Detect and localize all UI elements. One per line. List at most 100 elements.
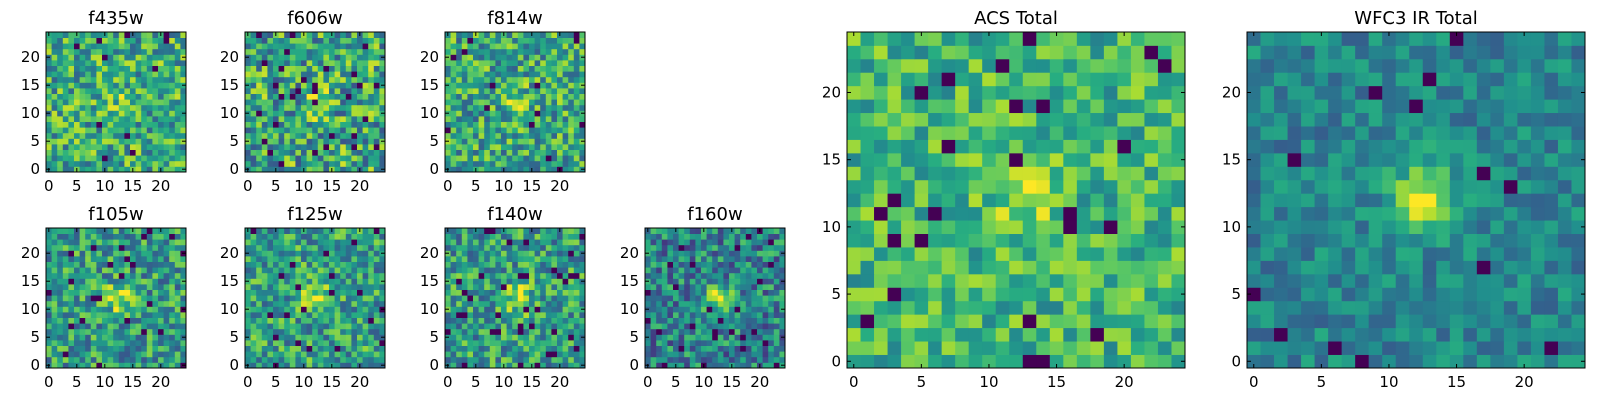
heatmap-cell (295, 278, 302, 285)
heatmap-cell (928, 166, 943, 181)
heatmap-cell (267, 82, 274, 89)
heatmap-cell (340, 306, 347, 313)
heatmap-cell (295, 132, 302, 139)
heatmap-cell (334, 306, 341, 313)
heatmap-cell (113, 93, 120, 100)
heatmap-cell (163, 334, 170, 341)
heatmap-cell (1049, 300, 1064, 315)
heatmap-cell (734, 295, 741, 302)
heatmap-cell (901, 152, 915, 167)
heatmap-cell (684, 228, 691, 234)
heatmap-cell (295, 256, 302, 262)
heatmap-cell (473, 356, 479, 363)
heatmap-cell (450, 328, 457, 335)
heatmap-cell (650, 345, 657, 352)
heatmap-cell (118, 127, 125, 134)
heatmap-cell (645, 233, 651, 240)
panel-title: f435w (88, 8, 143, 29)
heatmap-cell (1063, 273, 1078, 288)
heatmap-cell (130, 132, 136, 139)
heatmap-cell (90, 121, 97, 128)
heatmap-cell (340, 127, 347, 134)
heatmap-cell (107, 93, 114, 100)
heatmap-cell (289, 43, 296, 50)
heatmap-cell (701, 250, 707, 257)
heatmap-cell (180, 289, 187, 296)
heatmap-cell (478, 127, 485, 134)
heatmap-cell (267, 256, 274, 262)
heatmap-cell (1049, 354, 1064, 369)
heatmap-cell (445, 76, 451, 83)
heatmap-cell (334, 71, 341, 78)
heatmap-cell (334, 121, 341, 128)
heatmap-cell (573, 239, 580, 246)
heatmap-cell (102, 351, 108, 358)
heatmap-cell (334, 99, 341, 106)
heatmap-cell (1130, 166, 1145, 181)
heatmap-cell (289, 166, 296, 173)
heatmap-cell (51, 160, 58, 167)
heatmap-cell (306, 228, 313, 234)
heatmap-cell (860, 206, 875, 221)
heatmap-cell (158, 284, 164, 290)
heatmap-cell (256, 261, 263, 268)
heatmap-cell (712, 356, 719, 363)
heatmap-cell (473, 323, 479, 330)
heatmap-cell (340, 43, 347, 50)
heatmap-cell (329, 328, 335, 335)
heatmap-cell (779, 340, 786, 346)
heatmap-cell (261, 244, 268, 251)
heatmap-cell (362, 300, 369, 307)
heatmap-cell (506, 144, 513, 150)
heatmap-cell (955, 193, 970, 208)
heatmap-cell (345, 228, 352, 234)
heatmap-cell (723, 328, 730, 335)
heatmap-cell (51, 362, 58, 369)
heatmap-cell (650, 356, 657, 363)
y-tick-label: 10 (220, 104, 239, 122)
heatmap-cell (334, 32, 341, 38)
heatmap-cell (684, 306, 691, 313)
heatmap-cell (562, 284, 569, 290)
heatmap-cell (874, 166, 888, 181)
heatmap-cell (557, 116, 563, 122)
heatmap-cell (135, 244, 142, 251)
heatmap-cell (256, 256, 263, 262)
heatmap-cell (362, 345, 369, 352)
heatmap-cell (46, 144, 52, 150)
heatmap-cell (102, 60, 108, 66)
heatmap-cell (79, 99, 86, 106)
heatmap-cell (301, 267, 307, 274)
heatmap-cell (68, 284, 75, 290)
heatmap-cell (267, 278, 274, 285)
heatmap-cell (85, 160, 92, 167)
heatmap-cell (250, 155, 257, 162)
x-tick-label: 20 (550, 177, 569, 195)
heatmap-cell (284, 250, 291, 257)
heatmap-cell (456, 261, 463, 268)
heatmap-cell (478, 256, 485, 262)
heatmap-cell (130, 144, 136, 150)
heatmap-cell (551, 340, 558, 346)
heatmap-cell (373, 65, 380, 72)
heatmap-cell (523, 250, 530, 257)
heatmap-cell (373, 160, 380, 167)
heatmap-cell (118, 306, 125, 313)
heatmap-cell (484, 312, 491, 318)
heatmap-cell (174, 155, 181, 162)
heatmap-cell (484, 54, 491, 61)
heatmap-cell (57, 233, 64, 240)
heatmap-cell (373, 356, 380, 363)
heatmap-cell (107, 144, 114, 150)
heatmap-cell (650, 256, 657, 262)
heatmap-cell (323, 32, 330, 38)
heatmap-cell (1157, 233, 1172, 248)
heatmap-cell (62, 351, 69, 358)
heatmap-cell (573, 60, 580, 66)
heatmap-cell (461, 351, 468, 358)
heatmap-cell (450, 32, 457, 38)
heatmap-cell (450, 71, 457, 78)
heatmap-cell (579, 104, 586, 111)
heatmap-cell (368, 82, 375, 89)
heatmap-cell (96, 278, 103, 285)
